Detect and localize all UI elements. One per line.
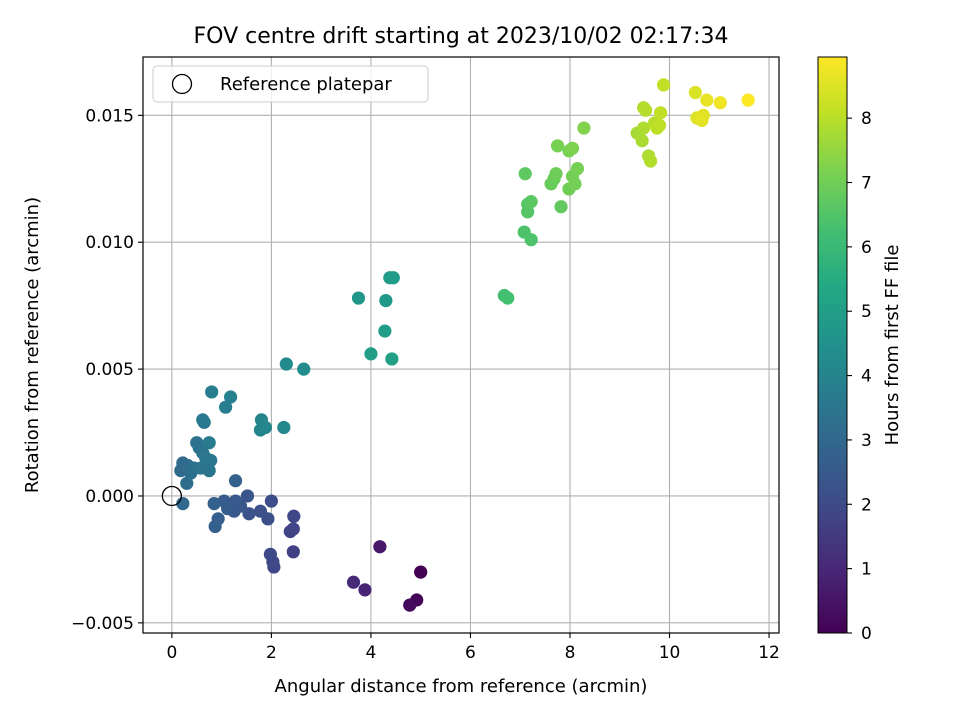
data-point [202, 436, 216, 450]
plot-frame [142, 56, 780, 634]
legend: Reference platepar [152, 65, 429, 103]
colorbar-tick-label: 4 [861, 367, 872, 387]
data-point [196, 413, 210, 427]
data-point [358, 583, 372, 597]
x-tick-label: 0 [166, 643, 177, 663]
y-tick-label: 0.000 [85, 487, 134, 507]
data-point [637, 121, 651, 135]
y-axis-label: Rotation from reference (arcmin) [22, 197, 43, 493]
data-point [635, 134, 649, 148]
colorbar-tick-label: 2 [861, 495, 872, 515]
data-point [286, 545, 300, 559]
data-point [577, 121, 591, 135]
data-point [346, 575, 361, 589]
data-point [223, 390, 238, 404]
x-tick-label: 6 [465, 643, 476, 663]
data-point [351, 291, 366, 305]
data-point [565, 141, 580, 155]
colorbar-tick-label: 7 [861, 173, 872, 193]
data-point [653, 106, 668, 120]
colorbar-ticks: 0 1 2 3 4 5 6 7 8 [847, 109, 872, 644]
data-point [199, 451, 213, 465]
data-point [208, 519, 222, 534]
data-point [570, 162, 585, 176]
data-point [741, 93, 755, 107]
data-point [277, 420, 291, 435]
data-point [554, 200, 568, 214]
y-tick-label: −0.005 [71, 614, 134, 634]
colorbar-tick-label: 8 [861, 109, 872, 129]
colorbar: 0 1 2 3 4 5 6 7 8 Hours from first FF file [817, 56, 903, 644]
data-point [258, 420, 273, 435]
y-axis-ticks: −0.005 0.000 0.005 0.010 0.015 [71, 106, 143, 634]
data-point [524, 195, 538, 209]
data-point [700, 93, 714, 107]
x-axis-ticks: 0 2 4 6 8 10 12 [166, 633, 780, 663]
x-tick-label: 8 [565, 643, 576, 663]
data-point [207, 496, 221, 511]
colorbar-tick-label: 6 [861, 238, 872, 258]
data-point [242, 507, 256, 521]
data-point [287, 509, 301, 523]
y-tick-label: 0.015 [85, 106, 134, 126]
data-point [176, 496, 190, 511]
data-point [190, 436, 204, 450]
data-point [364, 347, 378, 361]
data-point [688, 85, 702, 100]
data-point [205, 385, 219, 399]
x-tick-label: 4 [366, 643, 377, 663]
data-point [379, 293, 393, 308]
data-point [501, 291, 515, 305]
data-point [253, 504, 268, 518]
data-point [550, 139, 565, 153]
data-point [695, 113, 709, 128]
data-points [161, 78, 755, 612]
colorbar-tick-label: 1 [861, 560, 872, 580]
data-point [650, 121, 664, 135]
colorbar-label: Hours from first FF file [882, 245, 903, 446]
legend-entry-label: Reference platepar [220, 74, 392, 95]
x-tick-label: 12 [758, 643, 780, 663]
colorbar-tick-label: 0 [861, 624, 872, 644]
data-point [378, 324, 392, 338]
colorbar-gradient [817, 56, 848, 634]
colorbar-tick-label: 3 [861, 431, 872, 451]
data-point [385, 352, 399, 366]
x-tick-label: 10 [659, 643, 681, 663]
x-axis-label: Angular distance from reference (arcmin) [275, 676, 648, 697]
data-point [264, 494, 278, 508]
reference-platepar-marker [161, 485, 183, 507]
data-point [386, 271, 400, 285]
grid-lines [143, 57, 779, 633]
data-point [518, 167, 532, 181]
data-point [524, 233, 538, 247]
data-point [403, 598, 417, 612]
data-point [202, 464, 216, 478]
data-point [228, 474, 243, 488]
data-point [373, 540, 387, 554]
data-point [221, 502, 235, 516]
data-point [180, 476, 194, 490]
data-point [286, 522, 300, 536]
data-point [279, 357, 293, 371]
y-tick-label: 0.010 [85, 233, 134, 253]
data-point [297, 362, 311, 376]
data-point [414, 565, 428, 579]
y-tick-label: 0.005 [85, 360, 134, 380]
legend-reference-marker [171, 73, 193, 95]
data-point [644, 154, 658, 168]
colorbar-tick-label: 5 [861, 302, 872, 322]
data-point [639, 103, 653, 117]
data-point [263, 547, 277, 561]
data-point [219, 400, 233, 414]
data-point [240, 489, 255, 503]
data-point [656, 78, 671, 92]
data-point [713, 96, 727, 110]
data-point [549, 167, 563, 181]
chart-title: FOV centre drift starting at 2023/10/02 … [194, 24, 729, 49]
x-tick-label: 2 [266, 643, 277, 663]
legend-box [152, 65, 429, 103]
